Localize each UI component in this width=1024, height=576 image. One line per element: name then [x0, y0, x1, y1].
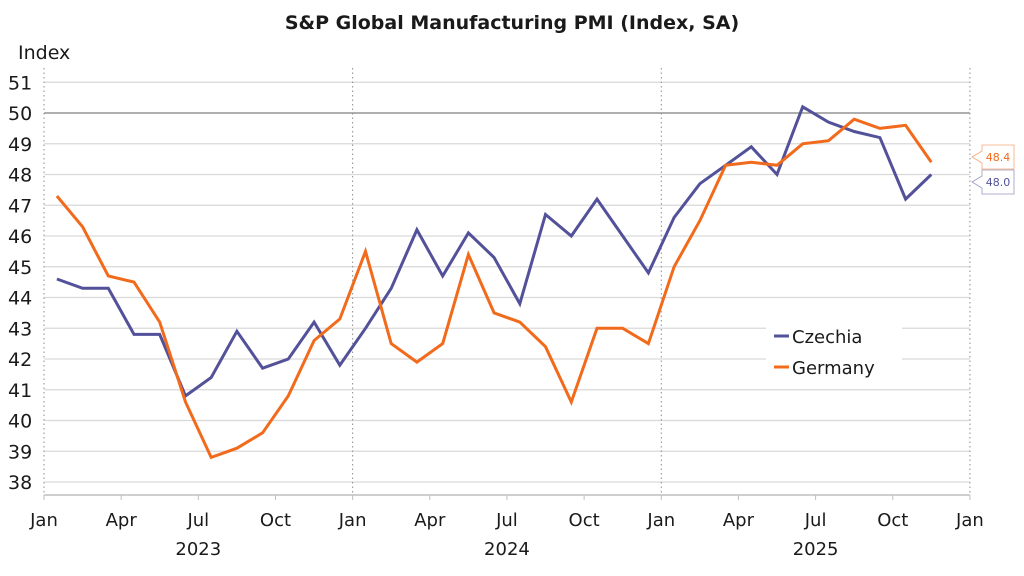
y-tick-label: 42: [8, 349, 32, 371]
legend: Czechia Germany: [766, 320, 902, 382]
x-tick-label: Jul: [495, 510, 518, 531]
x-tick-label: Apr: [414, 510, 446, 531]
y-tick-label: 44: [8, 288, 32, 310]
year-label: 2024: [484, 539, 530, 560]
y-tick-label: 40: [8, 411, 32, 433]
y-ticks: 38 39 40 41 42 43 44 45 46 47 48 49 50 51: [8, 72, 32, 494]
x-tick-label: Jan: [338, 510, 367, 531]
series-line-czechia: [56, 104, 933, 399]
end-labels: 48.4 48.0: [971, 144, 1015, 195]
y-tick-label: 47: [8, 195, 32, 217]
y-tick-label: 45: [8, 257, 32, 279]
x-axis: Jan Apr Jul Oct Jan Apr Jul Oct Jan Apr Jul Oct Jan 2…: [29, 494, 984, 560]
legend-background: [766, 320, 902, 382]
x-tick-label: Oct: [260, 510, 291, 531]
x-tick-label: Jan: [646, 510, 675, 531]
year-label: 2025: [793, 539, 839, 560]
y-tick-label: 43: [8, 318, 32, 340]
x-tick-label: Jul: [804, 510, 827, 531]
y-axis-label: Index: [18, 42, 70, 64]
x-tick-label: Jul: [186, 510, 209, 531]
y-tick-label: 49: [8, 134, 32, 156]
end-label-germany: 48.4: [986, 151, 1011, 164]
y-tick-label: 51: [8, 72, 32, 94]
end-label-box-germany: [971, 144, 1015, 170]
y-tick-label: 38: [8, 472, 32, 494]
legend-label-germany: Germany: [792, 358, 875, 379]
chart-title: S&P Global Manufacturing PMI (Index, SA): [285, 12, 739, 34]
y-tick-label: 41: [8, 380, 32, 402]
x-tick-label: Oct: [569, 510, 600, 531]
y-tick-label: 50: [8, 103, 32, 125]
series-line-germany: [55, 117, 933, 460]
x-tick-label: Jan: [955, 510, 984, 531]
x-tick-label: Oct: [877, 510, 908, 531]
x-tick-label: Apr: [723, 510, 755, 531]
y-tick-label: 46: [8, 226, 32, 248]
y-tick-label: 48: [8, 165, 32, 187]
y-tick-label: 39: [8, 441, 32, 463]
series-lines: [55, 104, 933, 460]
end-label-czechia: 48.0: [986, 176, 1011, 189]
end-label-box-czechia: [971, 169, 1015, 195]
year-label: 2023: [175, 539, 221, 560]
legend-label-czechia: Czechia: [792, 327, 862, 348]
x-tick-label: Jan: [29, 510, 58, 531]
x-tick-label: Apr: [106, 510, 138, 531]
